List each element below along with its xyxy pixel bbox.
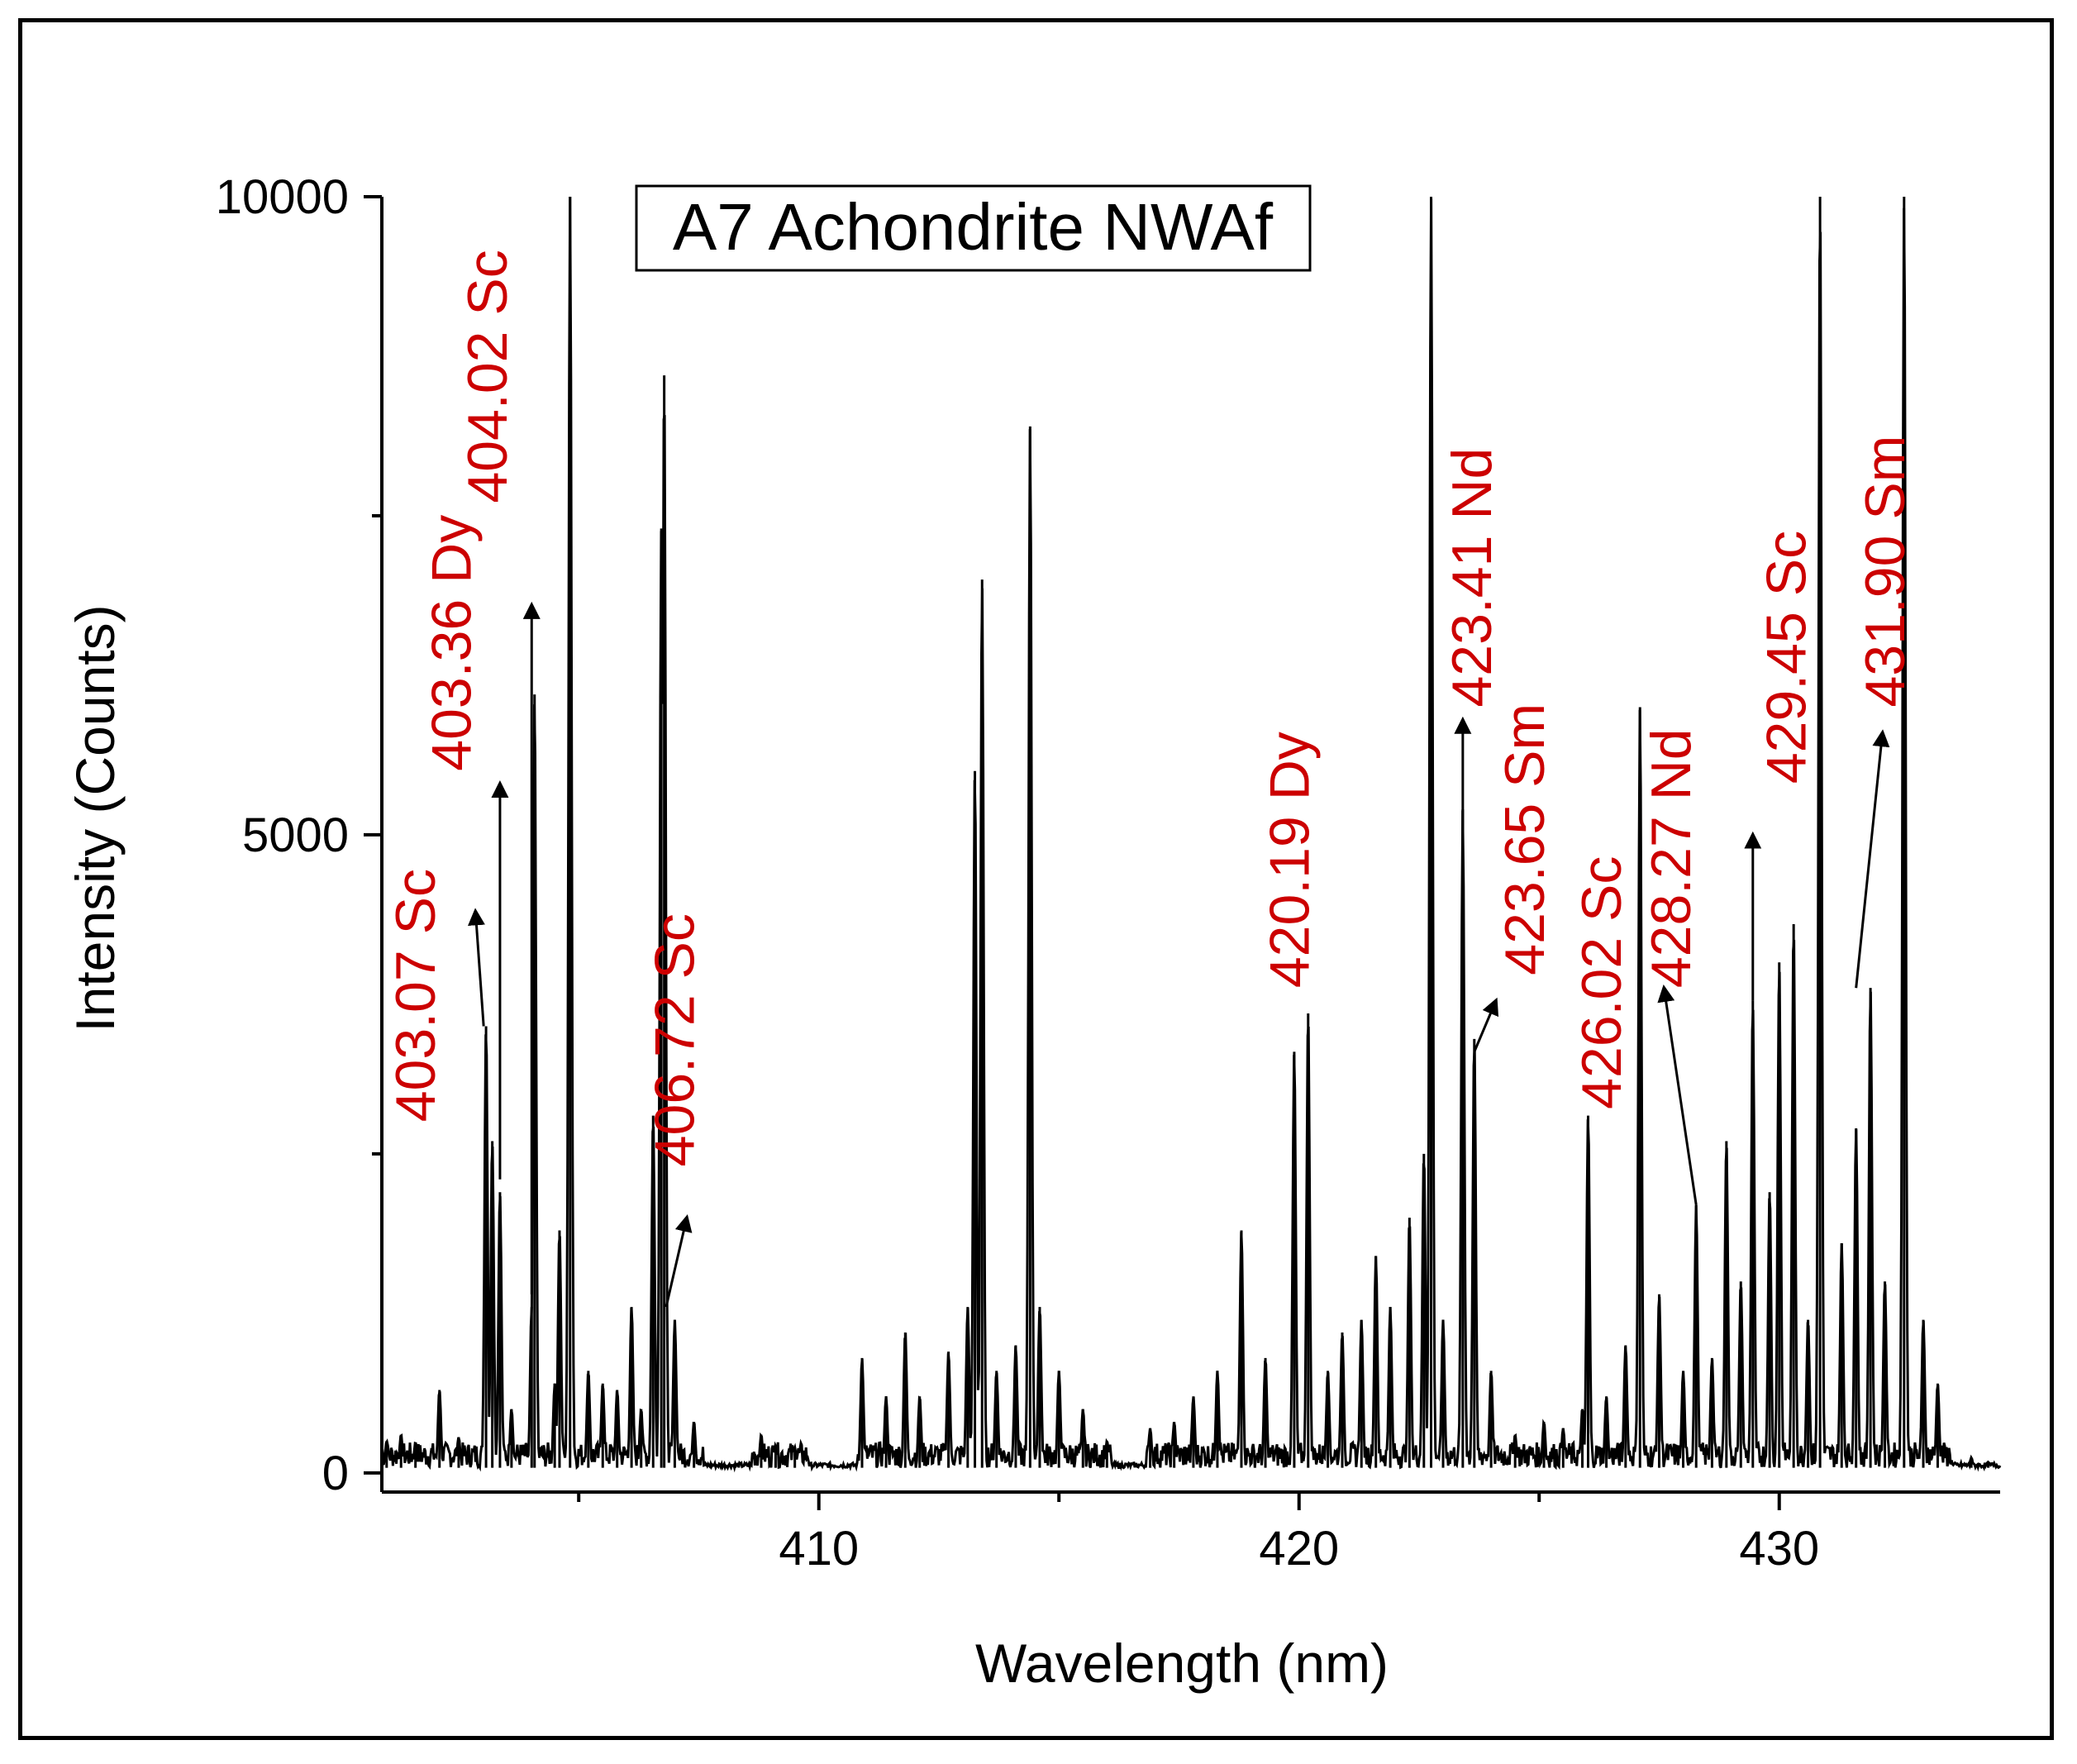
x-tick-label: 430 [1739,1522,1819,1576]
axes [380,197,2000,1494]
x-tick-label: 410 [779,1522,859,1576]
title-box [635,184,1312,272]
tick-group: 0 5000 10000 410 420 430 [216,170,1819,1576]
x-tick-label: 420 [1259,1522,1339,1576]
peak-annotation-label: 420.19 Dy [1258,732,1321,988]
chart-title: A7 Achondrite NWAf [673,190,1274,264]
annotation-arrow [1855,729,1890,989]
y-tick-label: 5000 [242,808,349,862]
peak-annotation-label: 406.72 Sc [644,913,707,1166]
peak-annotation-label: 429.45 Sc [1755,531,1818,784]
y-axis-title: Intensity (Counts) [64,604,126,1032]
peak-annotation-label: 431.90 Sm [1854,436,1917,708]
spectrum-series [380,196,2002,1473]
peak-annotation-label: 403.07 Sc [384,869,447,1122]
outer-frame [18,18,2054,1740]
annotation-arrow [665,1213,693,1308]
y-tick-label: 10000 [216,170,349,224]
x-axis-title: Wavelength (nm) [975,1633,1389,1694]
peak-annotation-label: 403.36 Dy [420,515,483,771]
annotation-arrow [1473,997,1499,1052]
annotation-arrow [468,908,485,1027]
annotation-group: 403.07 Sc 403.36 Dy 404.02 Sc 406.72 Sc 420.… [384,250,1917,1308]
peak-annotation-label: 404.02 Sc [456,250,519,503]
y-tick-label: 0 [322,1447,349,1500]
spectrum-line [380,196,2002,1473]
peak-annotation-label: 426.02 Sc [1570,856,1633,1109]
annotation-arrow [1657,985,1698,1205]
peak-annotation-label: 423.41 Nd [1441,448,1503,708]
peak-annotation-label: 423.65 Sm [1493,703,1556,975]
peak-annotation-label: 428.27 Nd [1640,728,1703,988]
